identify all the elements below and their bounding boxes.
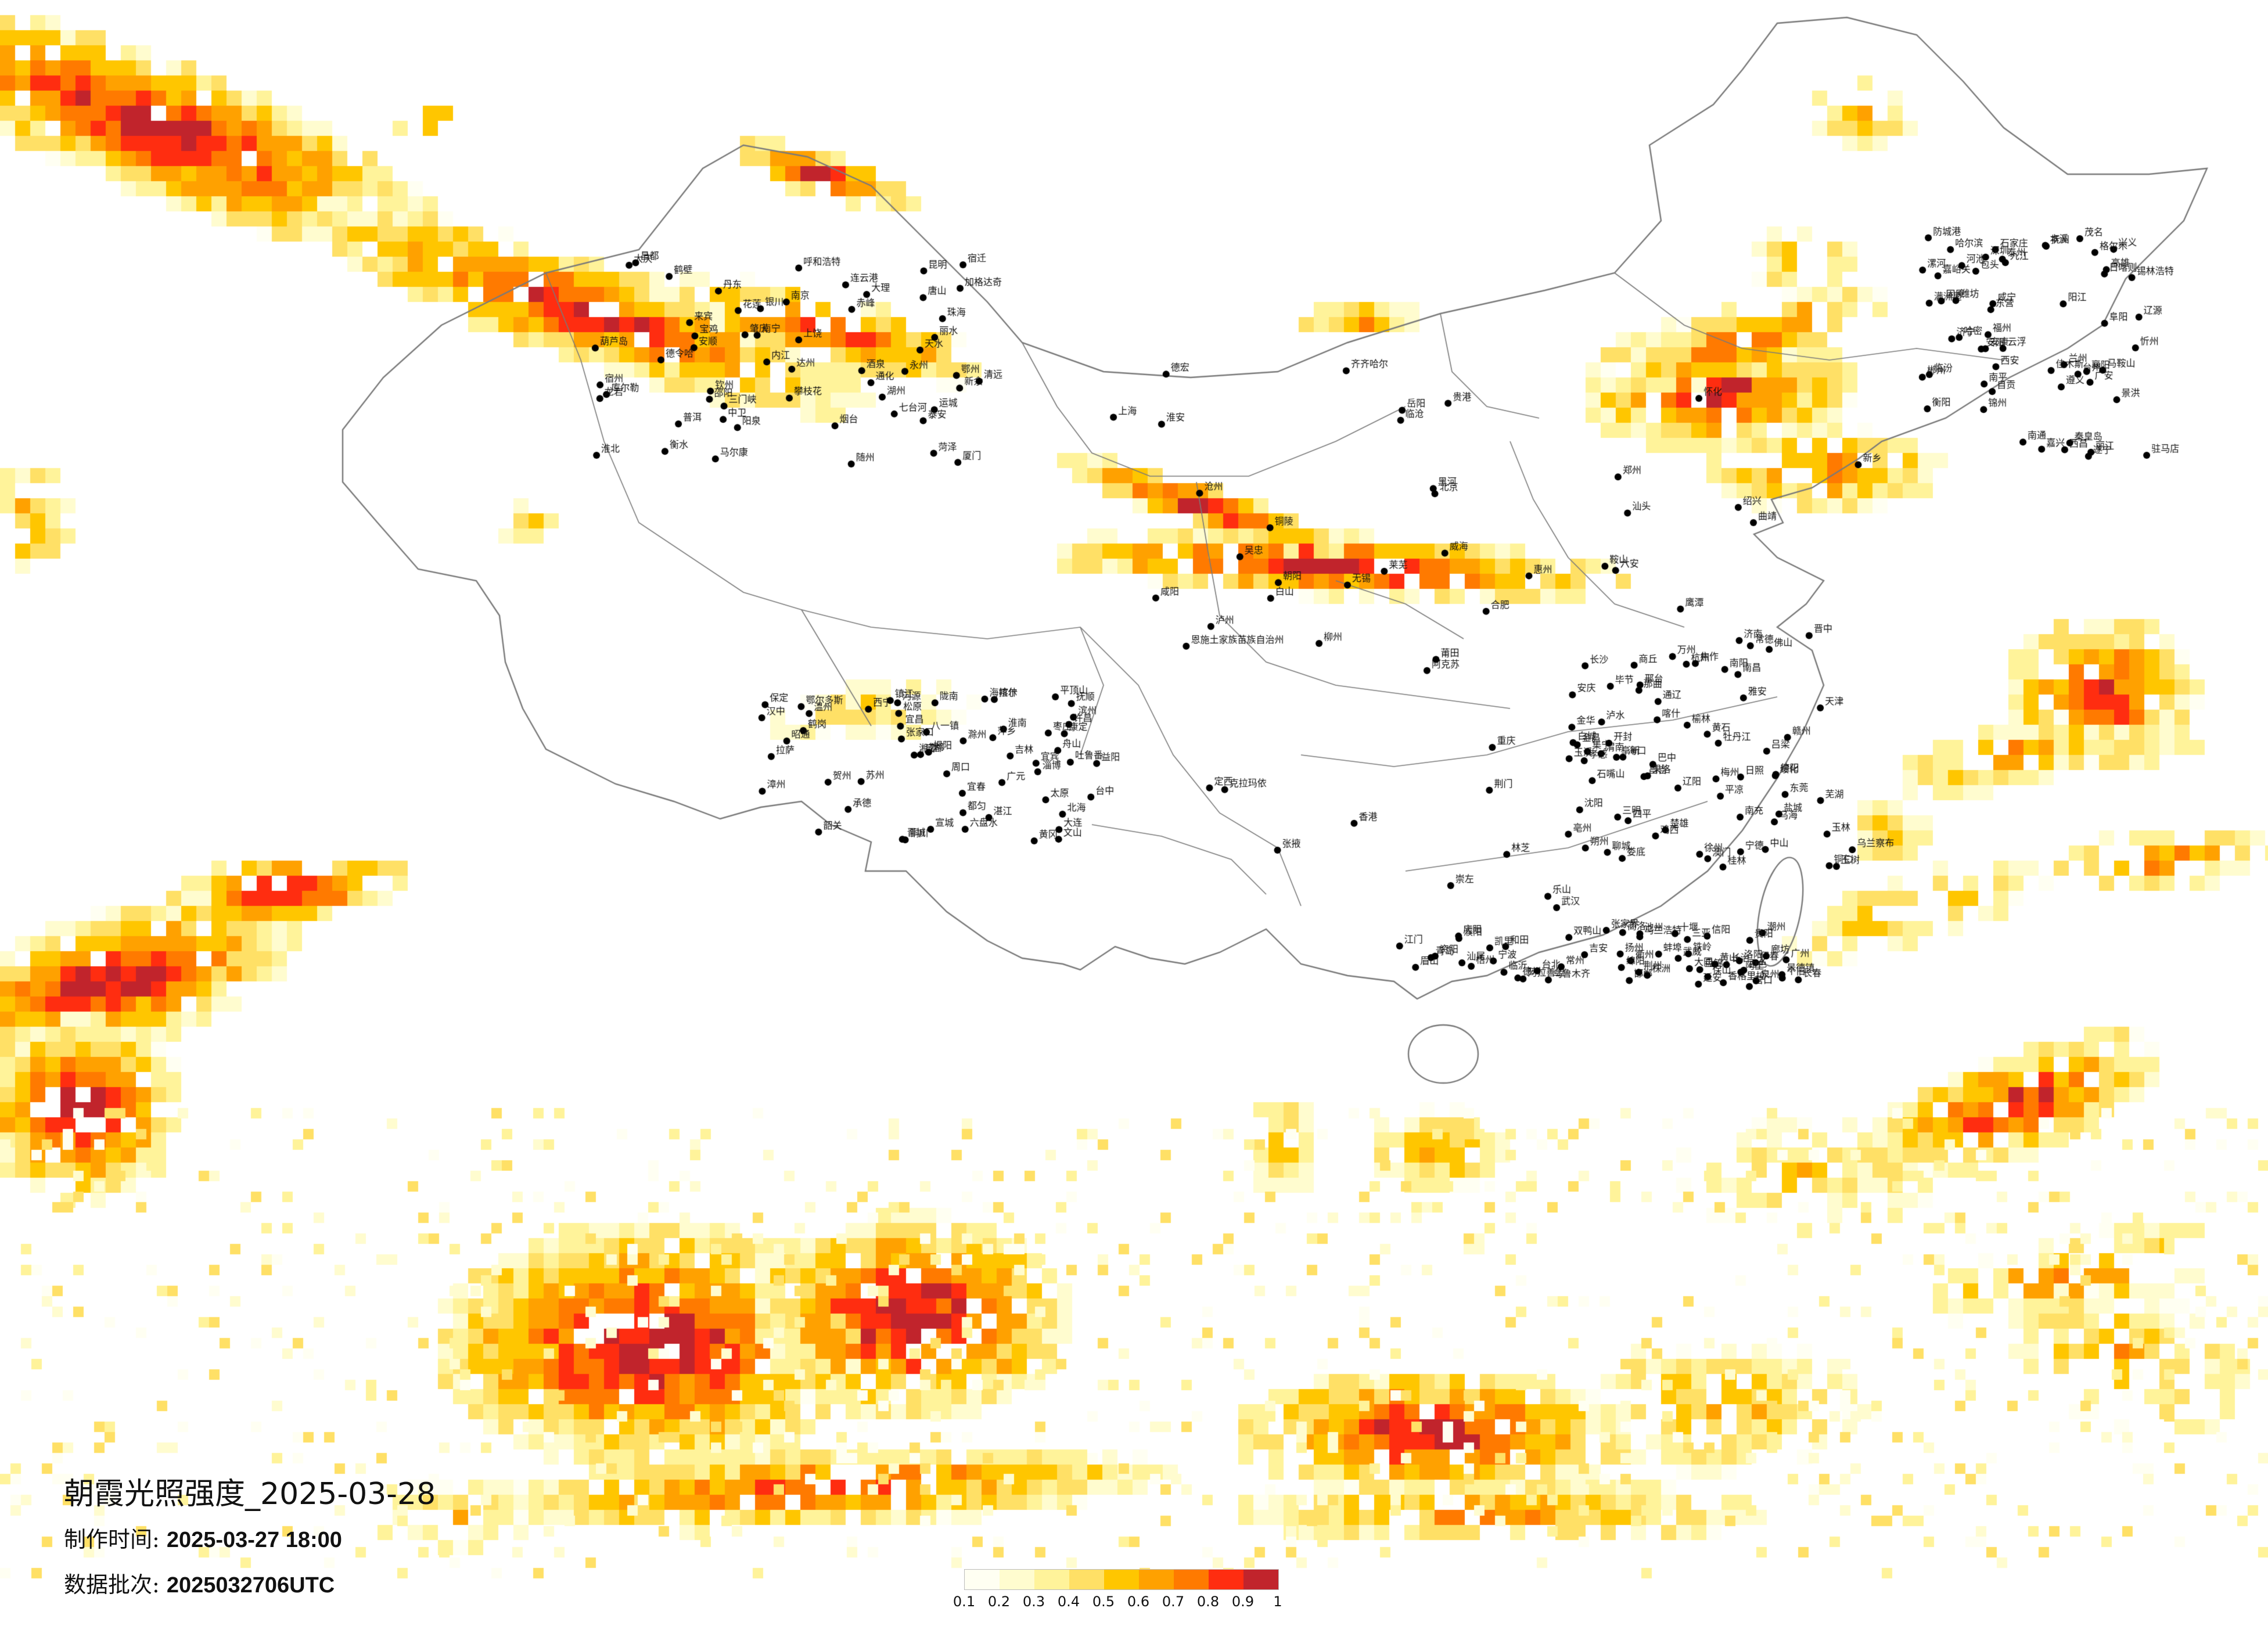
legend-tick: 0.1	[953, 1593, 976, 1610]
legend-tick: 0.9	[1231, 1593, 1255, 1610]
made-time: 制作时间: 2025-03-27 18:00	[64, 1521, 342, 1553]
made-time-value: 2025-03-27 18:00	[166, 1528, 342, 1552]
legend-tick: 0.2	[987, 1593, 1011, 1610]
legend-tick-labels: 0.1 0.2 0.3 0.4 0.5 0.6 0.7 0.8 0.9 1	[953, 1593, 1282, 1617]
legend-swatch	[965, 1570, 1000, 1589]
map-info: 朝霞光照强度_2025-03-28 制作时间: 2025-03-27 18:00 …	[64, 1469, 436, 1598]
legend-swatch	[1209, 1570, 1243, 1589]
data-batch: 数据批次: 2025032706UTC	[64, 1567, 335, 1599]
color-legend: 0.1 0.2 0.3 0.4 0.5 0.6 0.7 0.8 0.9 1	[953, 1569, 1282, 1617]
legend-tick: 0.5	[1092, 1593, 1115, 1610]
legend-tick: 0.6	[1127, 1593, 1150, 1610]
legend-tick: 0.3	[1022, 1593, 1045, 1610]
legend-swatch	[1069, 1570, 1104, 1589]
legend-swatch	[1034, 1570, 1069, 1589]
legend-tick: 1	[1273, 1593, 1282, 1610]
legend-swatch	[1139, 1570, 1174, 1589]
batch-label: 数据批次:	[64, 1572, 160, 1598]
map-title: 朝霞光照强度_2025-03-28	[64, 1477, 436, 1512]
legend-swatch	[1104, 1570, 1139, 1589]
legend-tick: 0.4	[1057, 1593, 1080, 1610]
legend-swatch	[1174, 1570, 1209, 1589]
legend-color-bar	[964, 1569, 1279, 1590]
legend-tick: 0.7	[1162, 1593, 1185, 1610]
made-time-label: 制作时间:	[64, 1527, 160, 1552]
legend-tick: 0.8	[1196, 1593, 1220, 1610]
legend-swatch	[1000, 1570, 1034, 1589]
legend-swatch	[1243, 1570, 1278, 1589]
batch-value: 2025032706UTC	[166, 1573, 335, 1598]
